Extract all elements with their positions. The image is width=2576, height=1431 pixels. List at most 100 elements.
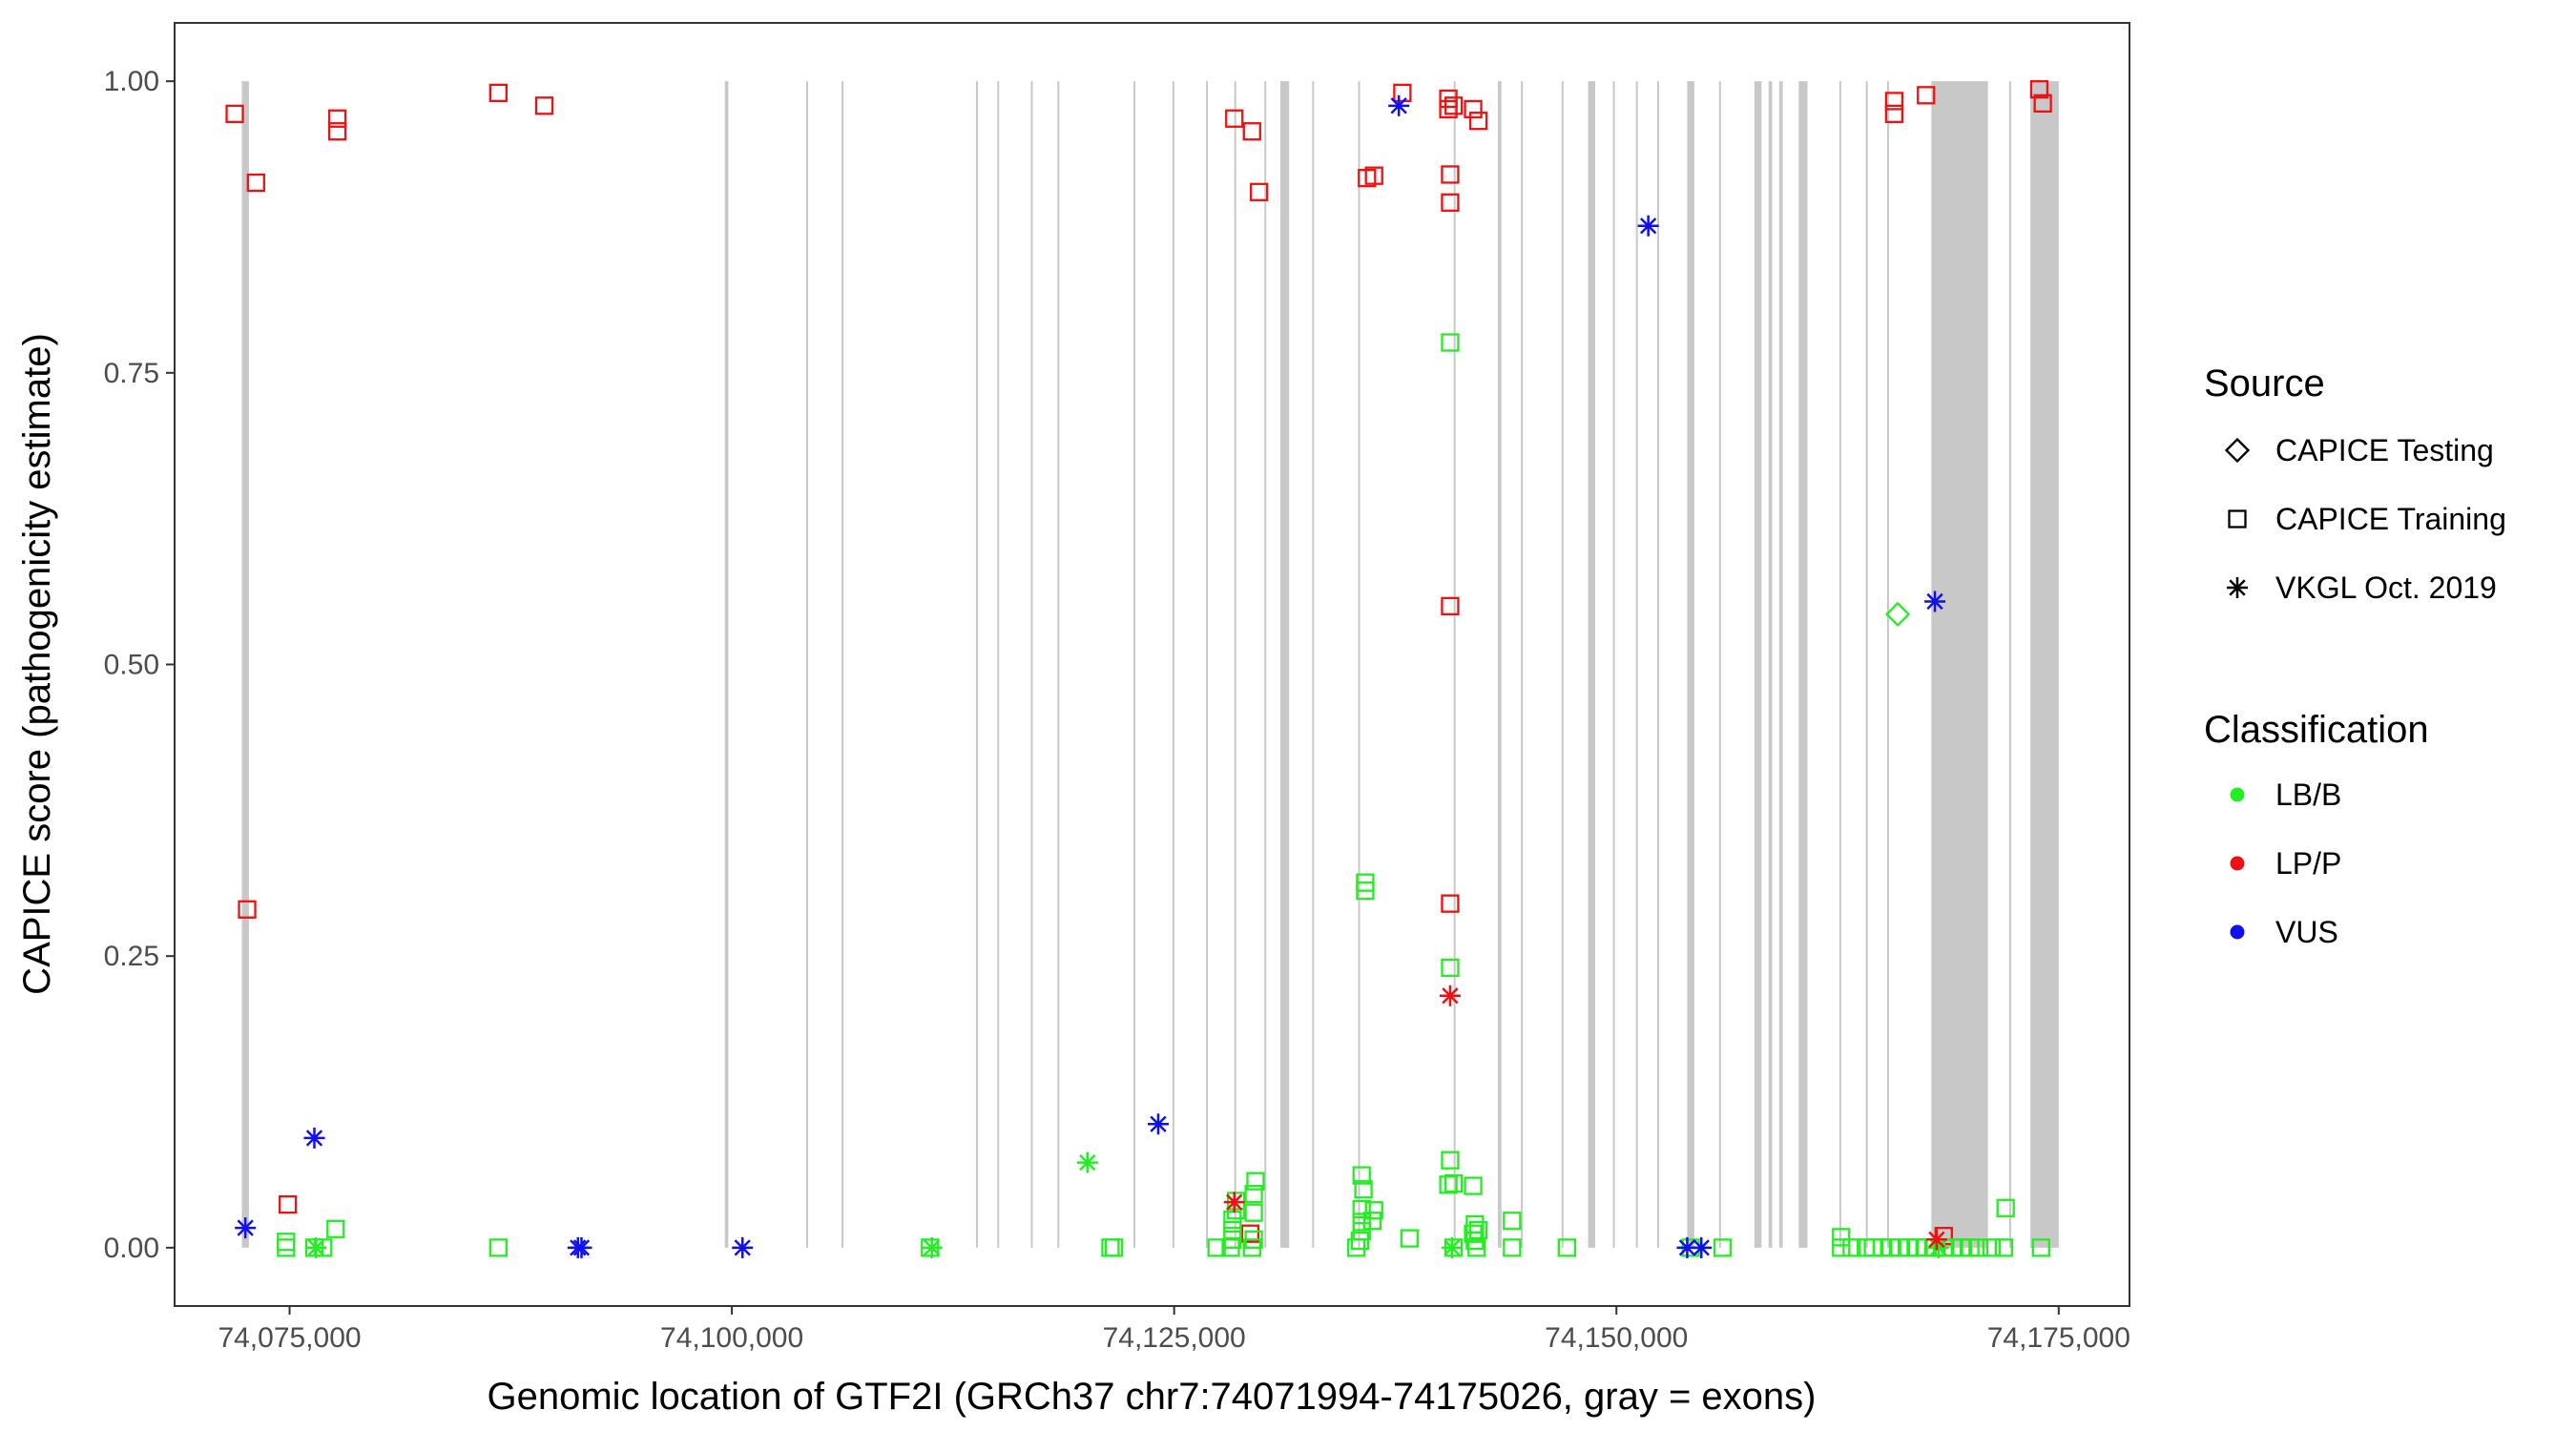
y-tick-label: 0.75 xyxy=(104,358,159,389)
data-point xyxy=(1347,1238,1366,1257)
data-point xyxy=(732,1236,754,1258)
y-tick-label: 0.00 xyxy=(104,1233,159,1264)
data-point xyxy=(1400,1229,1419,1248)
data-point xyxy=(1444,1173,1464,1193)
data-point xyxy=(1917,86,1936,105)
exon-band xyxy=(805,81,808,1248)
exon-band xyxy=(1453,81,1456,1248)
data-point xyxy=(1444,96,1464,115)
data-point xyxy=(1465,1214,1485,1234)
exon-band xyxy=(1264,81,1267,1248)
data-point xyxy=(1464,99,1483,119)
legend-key-square xyxy=(2228,509,2247,529)
data-point xyxy=(279,1194,298,1214)
data-points xyxy=(225,80,2052,1258)
exon-band xyxy=(724,81,729,1248)
data-point xyxy=(1101,1238,1120,1257)
data-point xyxy=(2031,1238,2050,1257)
exon-band xyxy=(841,81,844,1248)
data-point xyxy=(1441,333,1460,352)
legend-label-classification: LB/B xyxy=(2275,778,2341,812)
data-point xyxy=(1441,193,1460,212)
exon-band xyxy=(1312,81,1315,1248)
exon-band xyxy=(1754,81,1762,1248)
data-point xyxy=(1223,1220,1242,1240)
exon-band xyxy=(1612,81,1615,1248)
plot-panel xyxy=(174,22,2130,1307)
data-point xyxy=(1246,1172,1265,1191)
data-point xyxy=(1244,1184,1263,1204)
data-point xyxy=(1388,94,1410,116)
data-point xyxy=(1104,1238,1124,1257)
legend-label-source: VKGL Oct. 2019 xyxy=(2275,570,2497,605)
data-point xyxy=(1884,92,1904,111)
exon-band xyxy=(1931,81,1988,1248)
exon-band xyxy=(1886,81,1889,1248)
data-point xyxy=(2029,80,2049,99)
exon-band xyxy=(1588,81,1596,1248)
exon-band xyxy=(1635,81,1638,1248)
data-point xyxy=(1439,985,1461,1006)
data-point xyxy=(1225,109,1244,128)
data-point xyxy=(1468,112,1488,131)
data-point xyxy=(1842,1238,1861,1257)
exon-band xyxy=(1030,81,1033,1248)
data-point xyxy=(1441,165,1460,184)
exon-band xyxy=(1498,81,1502,1248)
exon-band xyxy=(1521,81,1524,1248)
data-point xyxy=(1924,591,1946,612)
data-point xyxy=(1467,1238,1486,1257)
data-point xyxy=(1969,1238,1989,1257)
exon-band xyxy=(1768,81,1773,1248)
data-point xyxy=(225,104,244,124)
data-point xyxy=(488,1238,508,1257)
data-point xyxy=(1691,1236,1713,1258)
x-tick-label: 74,150,000 xyxy=(1545,1322,1688,1354)
exon-band xyxy=(1057,81,1060,1248)
x-tick-label: 74,100,000 xyxy=(660,1322,803,1354)
exon-band xyxy=(1172,81,1174,1248)
data-point xyxy=(1242,122,1261,141)
data-point xyxy=(1464,1224,1483,1243)
legend-key-dot xyxy=(2230,856,2245,871)
y-axis: 0.00 0.25 0.50 0.75 1.00 xyxy=(104,66,175,1264)
data-point xyxy=(327,109,347,128)
exon-band xyxy=(1206,81,1209,1248)
data-point xyxy=(1362,1212,1382,1231)
data-point xyxy=(1884,601,1911,628)
exon-band xyxy=(2030,81,2059,1248)
data-point xyxy=(246,173,265,193)
data-point xyxy=(1832,1228,1851,1247)
legend-label-source: CAPICE Testing xyxy=(2275,433,2494,467)
data-point xyxy=(1982,1238,2002,1257)
data-point xyxy=(1352,1213,1371,1232)
exon-band xyxy=(1234,81,1236,1248)
data-point xyxy=(1223,1210,1242,1230)
data-point xyxy=(277,1233,296,1252)
exon-band xyxy=(997,81,1000,1248)
data-point xyxy=(1354,1180,1373,1199)
exon-band xyxy=(1133,81,1136,1248)
data-point xyxy=(1240,1224,1260,1243)
exon-band xyxy=(1839,81,1841,1248)
data-point xyxy=(1996,1198,2015,1217)
exon-band xyxy=(1865,81,1868,1248)
exon-band xyxy=(1358,81,1361,1248)
data-point xyxy=(1441,894,1460,913)
x-axis: 74,075,000 74,100,000 74,125,000 74,150,000… xyxy=(218,1306,2130,1354)
legend-key-dot xyxy=(2230,787,2245,802)
data-point xyxy=(1250,182,1269,201)
data-point xyxy=(1350,1231,1370,1251)
exon-band xyxy=(241,81,249,1248)
data-point xyxy=(1393,83,1412,103)
data-point xyxy=(1223,1192,1245,1213)
data-point xyxy=(1637,215,1659,237)
data-point xyxy=(235,1217,257,1239)
data-point xyxy=(1503,1212,1522,1231)
exon-band xyxy=(1687,81,1694,1248)
data-point xyxy=(921,1236,943,1258)
y-tick-label: 0.50 xyxy=(104,650,159,681)
data-point xyxy=(1557,1238,1576,1257)
data-point xyxy=(1364,1201,1383,1220)
